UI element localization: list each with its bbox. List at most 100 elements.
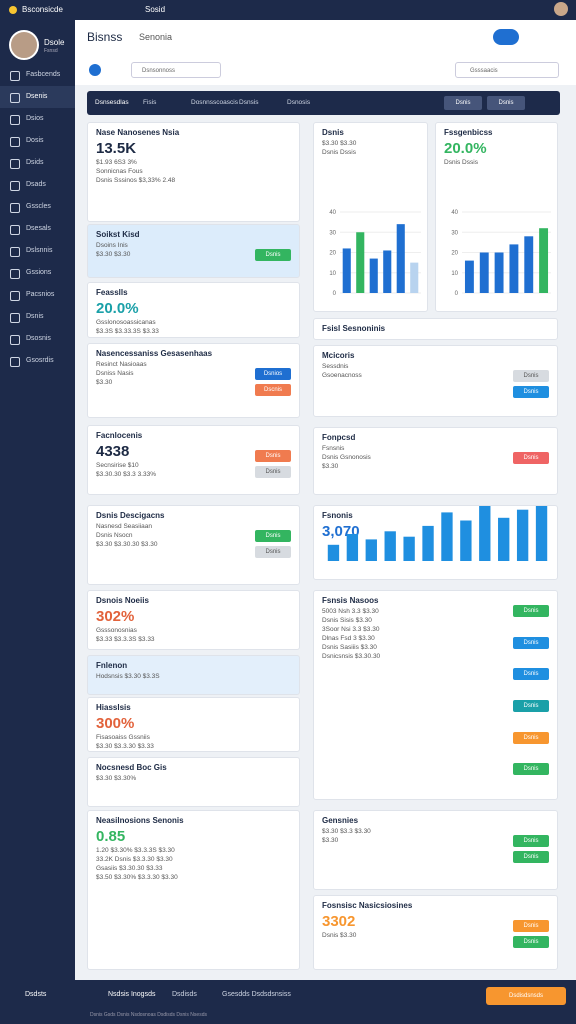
card-line: Gsslonosoassicanas <box>96 319 156 326</box>
bar <box>441 512 453 561</box>
nav-item[interactable]: Dsads <box>0 174 75 196</box>
nav-item[interactable]: Dsosnis <box>0 328 75 350</box>
button[interactable]: Dsnis <box>255 546 291 558</box>
button[interactable]: Dsnis <box>255 466 291 478</box>
card-line: $3.30 <box>96 379 113 386</box>
tab-bar: Dsnsesdlas Fisis Dosnnsscoascis Dsnsis Dsnos… <box>87 91 560 115</box>
top-bar: Bsconsicde Sosid <box>0 0 576 20</box>
card-line: Gsoenacnoss <box>322 372 362 379</box>
bar <box>346 534 359 561</box>
page-search[interactable]: Senonia <box>139 32 173 42</box>
button[interactable]: Dscnis <box>255 384 291 396</box>
button[interactable]: Dsnis <box>513 763 549 776</box>
card-title: Fssgenbicss <box>444 128 493 137</box>
y-tick-label: 20 <box>329 251 336 257</box>
search-input[interactable]: Gsssaacis <box>455 62 559 78</box>
nav-item[interactable]: Dsenis <box>0 86 75 108</box>
card: Mcicoris Sessdnis Gsoenacnoss Dsnis Dsnis <box>313 345 558 417</box>
button[interactable]: Dsnios <box>255 368 291 380</box>
card-headline: 3302 <box>322 913 356 930</box>
nav-item[interactable]: Fasbcends <box>0 64 75 86</box>
card-line: $3.30 $3.30 <box>322 140 357 147</box>
tab-button[interactable]: Dsnis <box>444 96 482 110</box>
card-line: 3Soor Nsi 3.3 $3.30 <box>322 626 380 633</box>
button[interactable]: Dsnis <box>513 851 549 863</box>
button[interactable]: Dsnis <box>513 452 549 464</box>
nav-item[interactable]: Dsnis <box>0 306 75 328</box>
bar <box>479 252 489 293</box>
button[interactable]: Dsnis <box>255 530 291 542</box>
card: Fsnsis Nasoos 5003 Nsh 3.3 $3.30 Dsnis Sis… <box>313 590 558 800</box>
bar <box>460 520 472 561</box>
tab[interactable]: Dsnsesdlas <box>95 99 129 106</box>
card: Neasilnosions Senonis 0.85 1.20 $3.30% $3.… <box>87 810 300 970</box>
card: Dsnois Noeiis 302% Gsssonosnias $3.33 $3.3.… <box>87 590 300 650</box>
nav-item[interactable]: Gsosrdis <box>0 350 75 372</box>
bar <box>383 250 392 293</box>
avatar[interactable] <box>554 2 568 16</box>
nav-item[interactable]: Pacsnios <box>0 284 75 306</box>
button[interactable]: Dsnis <box>513 920 549 932</box>
nav-item[interactable]: Dsios <box>0 108 75 130</box>
bar <box>365 539 377 561</box>
card: Fnlenon Hodsnsis $3.30 $3.3S <box>87 655 300 695</box>
nav-item[interactable]: Dslsnnis <box>0 240 75 262</box>
y-tick-label: 20 <box>451 251 458 257</box>
card-headline: 13.5K <box>96 140 137 157</box>
nav-item[interactable]: Gssions <box>0 262 75 284</box>
footer-button[interactable]: Dsdisdsnsds <box>486 987 566 1005</box>
tab-button[interactable]: Dsnis <box>487 96 525 110</box>
filter-input[interactable]: Dsnsonnoss <box>131 62 221 78</box>
logo <box>9 6 17 14</box>
bar <box>356 232 365 293</box>
card-line: $3.30 $3.3 $3.30 <box>322 828 371 835</box>
nav-item[interactable]: Gsscles <box>0 196 75 218</box>
button[interactable]: Dsnis <box>255 249 291 261</box>
button[interactable]: Dsnis <box>513 386 549 398</box>
card: Fssgenbicss 20.0% Dsnis Dssis 0 10 20 30 40 <box>435 122 558 312</box>
card-line: 1.20 $3.30% $3.3.3S $3.30 <box>96 847 175 854</box>
nav-item[interactable]: Dsids <box>0 152 75 174</box>
add-button[interactable] <box>89 64 101 76</box>
card: Gensnies $3.30 $3.3 $3.30 $3.30 Dsnis Dsnis <box>313 810 558 890</box>
button[interactable]: Dsnis <box>513 936 549 948</box>
top-search[interactable]: Sosid <box>145 5 166 14</box>
card-title: Nase Nanosenes Nsia <box>96 128 180 137</box>
bar <box>479 506 491 561</box>
nav-item[interactable]: Dosis <box>0 130 75 152</box>
bar <box>342 248 351 293</box>
bar-chart <box>327 506 548 561</box>
button[interactable]: Dsnis <box>513 700 549 712</box>
button[interactable]: Dsnis <box>513 731 549 744</box>
bar <box>384 531 396 561</box>
brand: Bsconsicde <box>22 5 63 14</box>
button[interactable]: Dsnis <box>513 636 549 649</box>
button[interactable]: Dsnis <box>255 450 291 462</box>
y-tick-label: 10 <box>451 271 458 277</box>
tab[interactable]: Dosnnsscoascis <box>191 99 238 106</box>
y-tick-label: 10 <box>329 271 336 277</box>
tab[interactable]: Dsnosis <box>287 99 311 106</box>
bar <box>369 258 378 293</box>
button[interactable]: Dsnis <box>513 370 549 382</box>
tab[interactable]: Fisis <box>143 99 157 106</box>
card-line: $1.93 6S3 3% <box>96 159 137 166</box>
card-title: Feasslls <box>96 288 128 297</box>
card-title: Fsnonis <box>322 511 353 520</box>
bar <box>494 252 504 293</box>
bar <box>535 506 548 561</box>
nav-item[interactable]: Dsesals <box>0 218 75 240</box>
bar <box>498 517 510 561</box>
button[interactable]: Dsnis <box>513 835 549 847</box>
card-line: 5003 Nsh 3.3 $3.30 <box>322 608 379 615</box>
button[interactable]: Dsnis <box>513 668 549 681</box>
card-line: Fsnsnis <box>322 445 345 452</box>
card-line: $3.30 $3.30.30 $3.30 <box>96 541 158 548</box>
tab[interactable]: Dsnsis <box>239 99 259 106</box>
card-line: $3.30.30 $3.3 3.33% <box>96 471 156 478</box>
bar-chart: 0 10 20 30 40 <box>451 210 551 297</box>
header-button[interactable] <box>493 29 519 45</box>
card-title: Fnlenon <box>96 661 128 670</box>
card-line: $3.30 <box>322 463 339 470</box>
button[interactable]: Dsnis <box>513 605 549 617</box>
